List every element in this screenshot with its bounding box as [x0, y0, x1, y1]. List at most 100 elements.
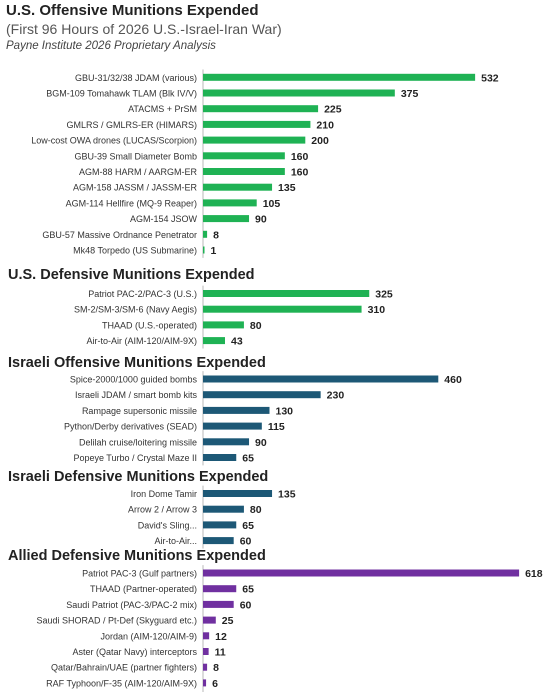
category-label: Delilah cruise/loitering missile: [79, 437, 197, 447]
panel-title: Israeli Offensive Munitions Expended: [8, 355, 266, 371]
bar: [203, 438, 250, 446]
bar: [203, 569, 520, 577]
bar: [203, 600, 234, 608]
data-label: 115: [268, 421, 285, 433]
source-note: Payne Institute 2026 Proprietary Analysi…: [6, 40, 216, 52]
category-label: Aster (Qatar Navy) interceptors: [72, 647, 197, 657]
category-label: AGM-158 JASSM / JASSM-ER: [73, 183, 198, 193]
data-label: 6: [212, 678, 218, 690]
bar: [203, 663, 208, 671]
category-label: Rampage supersonic missile: [82, 406, 197, 416]
data-label: 80: [250, 320, 262, 332]
bar: [203, 422, 262, 430]
data-label: 135: [278, 489, 296, 501]
data-label: 200: [311, 135, 329, 147]
category-label: Popeye Turbo / Crystal Maze II: [73, 453, 197, 463]
category-label: Saudi SHORAD / Pt-Def (Skyguard etc.): [36, 616, 197, 626]
category-label: BGM-109 Tomahawk TLAM (Blk IV/V): [46, 89, 197, 99]
category-label: GMLRS / GMLRS-ER (HIMARS): [66, 120, 197, 130]
data-label: 618: [525, 568, 543, 580]
category-label: Air-to-Air (AIM-120/AIM-9X): [86, 336, 197, 346]
bar: [203, 215, 250, 223]
data-label: 460: [444, 374, 462, 386]
category-label: David's Sling...: [138, 520, 197, 530]
page-title: U.S. Offensive Munitions Expended: [6, 2, 259, 19]
bar: [203, 505, 244, 513]
category-label: RAF Typhoon/F-35 (AIM-120/AIM-9X): [46, 678, 197, 688]
category-label: THAAD (U.S.-operated): [102, 320, 197, 330]
category-label: Arrow 2 / Arrow 3: [128, 505, 197, 515]
bar: [203, 199, 257, 207]
data-label: 11: [215, 647, 226, 659]
category-label: AGM-88 HARM / AARGM-ER: [79, 167, 198, 177]
bar: [203, 375, 439, 383]
category-label: AGM-114 Hellfire (MQ-9 Reaper): [66, 198, 197, 208]
data-label: 130: [275, 405, 293, 417]
bar: [203, 168, 285, 175]
data-label: 60: [240, 536, 252, 548]
data-label: 135: [278, 182, 296, 194]
category-label: Iron Dome Tamir: [131, 489, 197, 499]
bar: [203, 679, 207, 687]
bar: [203, 454, 237, 461]
data-label: 90: [255, 214, 267, 226]
data-label: 230: [327, 390, 345, 402]
bar: [203, 406, 270, 414]
bar: [203, 230, 208, 238]
data-label: 8: [213, 229, 219, 241]
data-label: 160: [291, 167, 309, 179]
category-label: AGM-154 JSOW: [130, 214, 198, 224]
category-label: Air-to-Air...: [154, 536, 197, 546]
category-label: Israeli JDAM / smart bomb kits: [75, 390, 198, 400]
data-label: 65: [242, 584, 254, 596]
data-label: 532: [481, 72, 499, 84]
data-label: 60: [240, 599, 252, 611]
category-label: Qatar/Bahrain/UAE (partner fighters): [51, 663, 197, 673]
data-label: 8: [213, 662, 219, 674]
data-label: 65: [242, 520, 254, 532]
data-label: 25: [222, 615, 234, 627]
category-label: Mk48 Torpedo (US Submarine): [73, 246, 197, 256]
data-label: 65: [242, 453, 254, 465]
panel-title: U.S. Defensive Munitions Expended: [8, 267, 255, 283]
data-label: 160: [291, 151, 309, 163]
bar: [203, 616, 216, 624]
data-label: 310: [368, 304, 386, 316]
data-label: 12: [215, 631, 227, 643]
category-label: GBU-39 Small Diameter Bomb: [74, 151, 197, 161]
category-label: GBU-57 Massive Ordnance Penetrator: [42, 230, 197, 240]
category-label: Saudi Patriot (PAC-3/PAC-2 mix): [66, 600, 197, 610]
bar: [203, 648, 209, 655]
bar: [203, 321, 244, 329]
bar: [203, 391, 321, 399]
panel-title: Allied Defensive Munitions Expended: [8, 548, 266, 564]
data-label: 105: [263, 198, 281, 210]
bar: [203, 305, 362, 313]
bar: [203, 585, 237, 593]
category-label: Patriot PAC-2/PAC-3 (U.S.): [88, 289, 197, 299]
panel-title: Israeli Defensive Munitions Expended: [8, 469, 268, 485]
bar: [203, 490, 273, 497]
category-label: GBU-31/32/38 JDAM (various): [75, 73, 197, 83]
bar: [203, 105, 319, 113]
category-label: THAAD (Partner-operated): [90, 584, 197, 594]
category-label: SM-2/SM-3/SM-6 (Navy Aegis): [74, 305, 197, 315]
data-label: 43: [231, 336, 243, 348]
data-label: 80: [250, 504, 262, 516]
bar: [203, 246, 205, 254]
data-label: 325: [375, 289, 393, 301]
category-label: ATACMS + PrSM: [128, 104, 197, 114]
data-label: 225: [324, 104, 342, 116]
bar: [203, 89, 395, 97]
bar: [203, 337, 225, 345]
data-label: 210: [316, 119, 334, 131]
bar: [203, 632, 210, 640]
bar: [203, 136, 306, 144]
category-label: Low-cost OWA drones (LUCAS/Scorpion): [31, 136, 197, 146]
bar: [203, 521, 237, 529]
data-label: 1: [211, 245, 217, 257]
bar: [203, 290, 370, 297]
category-label: Patriot PAC-3 (Gulf partners): [82, 569, 197, 579]
